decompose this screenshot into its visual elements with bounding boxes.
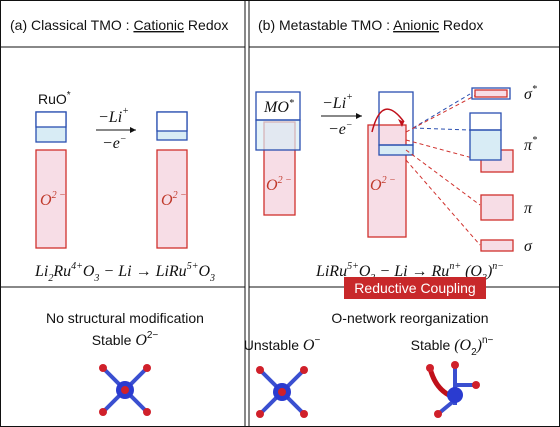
text-part: 4+ [71,261,83,272]
text-part: Stable [92,332,136,348]
caption: Unstable O− [244,335,321,354]
caption: Stable O2− [92,330,159,349]
text-part: * [532,84,537,95]
caption: Stable (O2)n− [411,335,494,358]
text-part: Li [34,263,48,280]
caption: No structural modification [46,310,204,326]
correlation-lines [406,93,480,245]
text-part: O [83,263,95,280]
text-part: Redox [184,17,228,33]
text-part: RuO [38,91,67,107]
text-part: −e [102,135,120,152]
text-part: (b) Metastable TMO : [258,17,393,33]
text-part: O [303,337,315,354]
text-part: π [524,200,533,217]
level-label: π* [524,135,537,154]
level-label: σ* [524,84,537,103]
text-part: O [266,177,278,194]
text-part: 3 [209,273,215,284]
molecule [426,361,480,418]
molecule [256,366,308,418]
step-label: −e− [328,120,353,138]
text-part: * [289,98,294,109]
level-label: σ [524,238,533,255]
text-part: (a) Classical TMO : [10,17,133,33]
text-part: O [135,332,147,349]
text-part: 2 − [278,175,292,186]
step-label: −e− [102,134,127,152]
text-part: Anionic [393,17,439,33]
text-part: 2 − [52,190,66,201]
orbital [157,112,187,131]
banner-label: Reductive Coupling [354,280,475,296]
text-part: −e [328,121,346,138]
text-part: O [198,263,210,280]
molecule [99,364,151,416]
figure: (a) Classical TMO : Cationic Redox RuO* … [0,0,560,427]
orbital-label: MO* [263,98,294,116]
text-part: − [120,134,127,145]
text-part: − [346,120,353,131]
text-part: n− [492,261,504,272]
text-part: −Li [98,109,122,126]
level [475,90,507,97]
text-part: O [40,192,52,209]
text-part: 2 − [382,175,396,186]
text-part: − [314,335,320,346]
text-part: O [161,192,173,209]
orbital [36,112,66,127]
level-label: π [524,200,533,217]
text-part: 5+ [347,261,359,272]
text-part: Stable [411,337,455,353]
text-part: MO [263,99,289,116]
level [481,195,513,220]
text-part: O [370,177,382,194]
step-label: −Li+ [98,106,129,126]
text-part: − Li → LiRu [99,263,186,280]
caption: O-network reorganization [331,310,488,326]
orbital [256,120,300,150]
arrow-head [130,127,136,133]
text-part: * [67,90,71,101]
text-part: 5+ [187,261,199,272]
text-part: Redox [439,17,483,33]
text-part: LiRu [315,263,347,280]
level [470,130,501,160]
orbital [379,145,413,155]
text-part: (O [454,337,471,354]
orbital-label: RuO* [38,90,71,107]
panel-title: (a) Classical TMO : Cationic Redox [10,17,228,33]
text-part: −Li [322,95,346,112]
arrow-head [356,113,362,119]
text-part: Ru [52,263,71,280]
text-part: + [122,106,129,117]
text-part: * [532,135,537,146]
text-part: 2 − [173,190,187,201]
text-part: n− [482,335,494,346]
text-part: 2− [147,330,159,341]
text-part: n+ [449,261,461,272]
text-part: Unstable [244,337,303,353]
step-label: −Li+ [322,92,353,112]
text-part: σ [524,238,533,255]
text-part: Cationic [133,17,184,33]
level [481,240,513,251]
equation: Li2Ru4+O3 − Li → LiRu5+O3 [34,261,215,284]
text-part: + [346,92,353,103]
panel-title: (b) Metastable TMO : Anionic Redox [258,17,483,33]
level [470,113,501,130]
